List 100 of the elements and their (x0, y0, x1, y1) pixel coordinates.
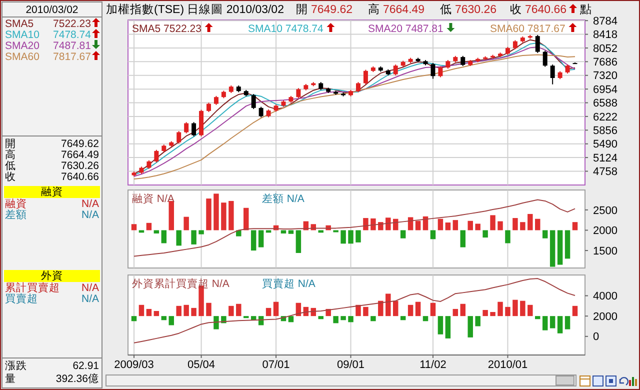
text: 7487.81 (53, 40, 92, 52)
text: SMA5 (5, 18, 34, 30)
bar (370, 218, 376, 230)
candlestick (438, 66, 443, 78)
bar (572, 222, 578, 230)
bar (228, 306, 234, 316)
bar (184, 216, 189, 230)
text: 點 (579, 3, 592, 16)
candlestick (550, 64, 555, 85)
bar (498, 221, 503, 230)
bar (550, 230, 556, 267)
bar (572, 306, 578, 316)
bar (445, 316, 451, 338)
bar (386, 218, 391, 230)
bar (475, 224, 480, 230)
text: 開 (5, 138, 16, 150)
text: SMA20 (5, 40, 40, 52)
candlestick (296, 88, 301, 99)
y-tick-label: 4758 (593, 166, 618, 178)
candlestick (363, 69, 368, 85)
bar (490, 312, 496, 316)
text: 低 7630.26 (440, 3, 497, 16)
bar (400, 316, 406, 320)
bar (430, 230, 436, 240)
y-tick-label: 6954 (593, 84, 618, 96)
bar (564, 230, 570, 259)
bar (550, 316, 556, 328)
bar (191, 308, 196, 316)
candlestick (542, 50, 548, 68)
x-tick-label: 11/02 (420, 359, 446, 371)
candlestick (258, 106, 264, 118)
bar (512, 300, 518, 316)
bar (221, 202, 226, 230)
series-label: 差額 N/A (262, 192, 304, 205)
bar (198, 230, 204, 234)
text: SMA10 (5, 29, 40, 41)
bar (386, 294, 391, 316)
bar (184, 304, 189, 316)
text: SMA20 7487.81 (368, 23, 444, 35)
y-tick-label: 8418 (593, 29, 618, 42)
chart-title: 加權指數(TSE) 日線圖 2010/03/02 (106, 3, 284, 16)
y-tick-label: 6588 (593, 98, 618, 110)
x-tick-label: 2009/03 (114, 359, 154, 371)
x-tick-label: 05/04 (188, 359, 216, 371)
bar (482, 230, 488, 238)
candlestick (393, 64, 398, 76)
bar (250, 230, 256, 251)
bar (146, 308, 152, 316)
text: N/A (81, 282, 99, 294)
text: 62.91 (72, 360, 100, 372)
bar (557, 230, 563, 265)
text: 融資 (41, 186, 63, 198)
bar (206, 198, 212, 230)
text: 2010/03/02 (26, 4, 78, 16)
y-tick-label: 2000 (593, 310, 618, 323)
y-tick-label: 5124 (593, 152, 618, 164)
bar (512, 218, 518, 230)
text: N/A (81, 293, 99, 305)
candlestick (184, 122, 189, 134)
bar (452, 220, 458, 230)
candlestick (176, 130, 182, 144)
bar (498, 302, 503, 316)
bar (535, 316, 540, 320)
bar (191, 230, 196, 244)
text: 7817.67 (53, 51, 92, 63)
bar (505, 306, 510, 316)
bar (138, 304, 144, 316)
bar (348, 316, 354, 322)
x-tick-label: 07/01 (262, 359, 290, 371)
bar (542, 230, 548, 238)
x-tick-label: 2010/01 (488, 359, 528, 371)
bar (161, 316, 167, 320)
bar (452, 308, 458, 316)
bar (490, 215, 496, 230)
text: 量 (5, 373, 16, 385)
candlestick (460, 55, 466, 67)
bar (415, 302, 421, 316)
bar (468, 316, 473, 338)
candlestick (535, 34, 540, 54)
bar (318, 230, 324, 233)
text: 外資 (41, 270, 63, 282)
bar (258, 230, 264, 248)
text: 差額 (5, 208, 27, 221)
series-label: 買賣超 N/A (262, 277, 316, 290)
text: 7640.66 (61, 171, 100, 183)
candlestick (154, 149, 159, 164)
bar (288, 230, 294, 234)
text: SMA60 7817.67 (490, 23, 566, 35)
text: 7478.74 (53, 29, 92, 41)
candlestick (192, 122, 196, 137)
bar (475, 316, 480, 326)
text: SMA60 (5, 51, 40, 63)
bar (273, 302, 279, 316)
text: 開 7649.62 (296, 3, 353, 16)
bar (505, 230, 510, 244)
y-tick-label: 2000 (593, 225, 618, 238)
candlestick (430, 62, 436, 80)
y-tick-label: 5856 (593, 125, 618, 137)
bar (542, 316, 548, 330)
text: 融資 N/A (132, 193, 174, 205)
